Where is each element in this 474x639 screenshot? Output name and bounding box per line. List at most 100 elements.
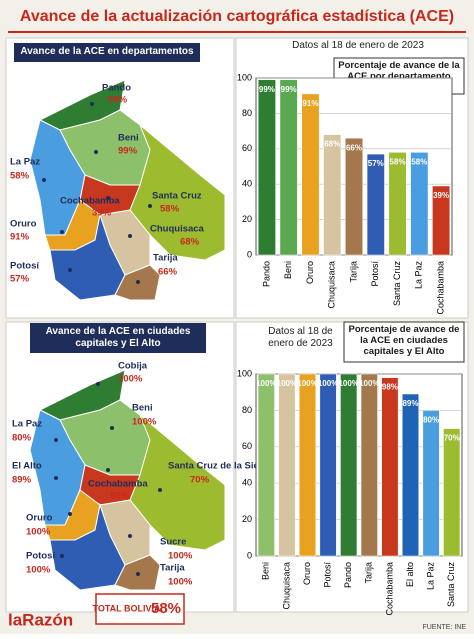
map-value: 70% <box>190 475 210 486</box>
x-tick-label: Tarija <box>348 261 358 283</box>
value-label: 100% <box>359 379 379 388</box>
value-label: 98% <box>382 383 398 392</box>
y-tick-label: 100 <box>237 72 252 82</box>
map-dot <box>60 230 64 234</box>
x-tick-label: Beni <box>283 261 293 279</box>
chart-note: Datos al 18 de enero de 2023 <box>268 326 333 349</box>
value-label: 80% <box>423 416 439 425</box>
bar <box>323 134 342 256</box>
map-label: Cochabamba <box>60 196 120 207</box>
map-value: 100% <box>26 565 51 576</box>
map-label: Tarija <box>153 253 178 264</box>
map-value: 58% <box>160 204 180 215</box>
chart-title: Porcentaje de avance de la ACE por depar… <box>338 60 460 82</box>
map-dot <box>96 382 100 386</box>
bar <box>301 93 320 256</box>
map-value: 99% <box>118 146 138 157</box>
x-tick-label: Oruro <box>305 261 315 284</box>
bar <box>257 79 276 256</box>
source: FUENTE: INE <box>422 624 466 631</box>
bar <box>279 79 298 256</box>
x-tick-label: Pando <box>261 261 271 287</box>
bar <box>402 393 419 557</box>
map-heading: Avance de la ACE en ciudades capitales y… <box>45 326 191 349</box>
chart-title-wrap: Porcentaje de avance de la ACE por depar… <box>338 60 460 82</box>
bar <box>443 428 461 557</box>
x-tick-label: Cochabamba <box>435 261 445 315</box>
map-heading-box <box>30 323 206 353</box>
map-label: Santa Cruz <box>152 191 202 202</box>
x-tick-label: Beni <box>261 562 271 580</box>
map-value: 99% <box>108 95 128 106</box>
value-label: 100% <box>256 379 276 388</box>
map-dot <box>106 196 110 200</box>
map-heading-wrap: Avance de la ACE en departamentos <box>20 46 194 57</box>
map-label: Santa Cruz de la Sierra <box>168 461 272 472</box>
value-label: 99% <box>281 85 297 94</box>
map-dot <box>42 178 46 182</box>
map-dot <box>106 468 110 472</box>
map-value: 91% <box>10 232 30 243</box>
map-value: 57% <box>10 274 30 285</box>
bar <box>366 153 385 256</box>
bar <box>422 410 440 557</box>
bar <box>381 377 399 557</box>
bar <box>340 373 358 557</box>
map-dot <box>68 268 72 272</box>
map-value: 66% <box>158 267 178 278</box>
y-tick-label: 40 <box>242 179 252 189</box>
y-tick-label: 20 <box>242 214 252 224</box>
bar <box>432 185 451 256</box>
map-heading: Avance de la ACE en departamentos <box>20 46 194 57</box>
x-tick-label: Santa Cruz <box>446 562 456 608</box>
map-value: 100% <box>168 551 193 562</box>
map-dot <box>128 534 132 538</box>
map-value: 68% <box>180 237 200 248</box>
value-label: 58% <box>390 157 406 166</box>
map-value: 100% <box>26 527 51 538</box>
map-label: Beni <box>118 133 139 144</box>
map-label: Cochabamba <box>88 479 148 490</box>
x-tick-label: Oruro <box>302 562 312 585</box>
map-label: Sucre <box>160 537 186 548</box>
value-label: 39% <box>433 191 449 200</box>
map-value: 98% <box>110 491 130 502</box>
bar <box>345 137 363 256</box>
map-dot <box>136 280 140 284</box>
map-label: Potosí <box>26 551 55 562</box>
x-tick-label: Tarija <box>364 562 374 584</box>
map-dot <box>158 488 162 492</box>
total-label: TOTAL BOLIVIA: <box>93 603 164 613</box>
bar <box>257 373 275 557</box>
map-value: 89% <box>12 475 32 486</box>
total-value: 58% <box>151 600 181 617</box>
value-label: 100% <box>297 379 317 388</box>
page-title: Avance de la actualización cartográfica … <box>20 8 454 25</box>
map-label: La Paz <box>10 157 40 168</box>
map-label: Oruro <box>26 513 53 524</box>
map-label: Potosí <box>10 261 39 272</box>
note-wrap: Datos al 18 de enero de 2023 <box>292 40 424 51</box>
value-label: 91% <box>302 99 318 108</box>
map-heading-box <box>14 43 200 62</box>
chart-title: Porcentaje de avance de la ACE en ciudad… <box>348 324 460 357</box>
map-dot <box>68 512 72 516</box>
map-label: El Alto <box>12 461 42 472</box>
bar <box>410 152 429 256</box>
value-label: 70% <box>444 434 460 443</box>
map-label: Cobija <box>118 361 148 372</box>
map-dot <box>54 438 58 442</box>
value-label: 58% <box>411 157 427 166</box>
map-dot <box>128 234 132 238</box>
y-tick-label: 0 <box>247 550 252 560</box>
map-value: 100% <box>118 374 143 385</box>
logo: laRazón <box>8 610 73 629</box>
map-value: 58% <box>10 171 30 182</box>
x-tick-label: El alto <box>405 562 415 587</box>
x-tick-label: Potosí <box>370 261 380 287</box>
x-tick-label: Santa Cruz <box>392 261 402 307</box>
value-label: 100% <box>318 379 338 388</box>
map-label: Oruro <box>10 219 37 230</box>
map-value: 100% <box>132 417 157 428</box>
value-label: 99% <box>259 85 275 94</box>
